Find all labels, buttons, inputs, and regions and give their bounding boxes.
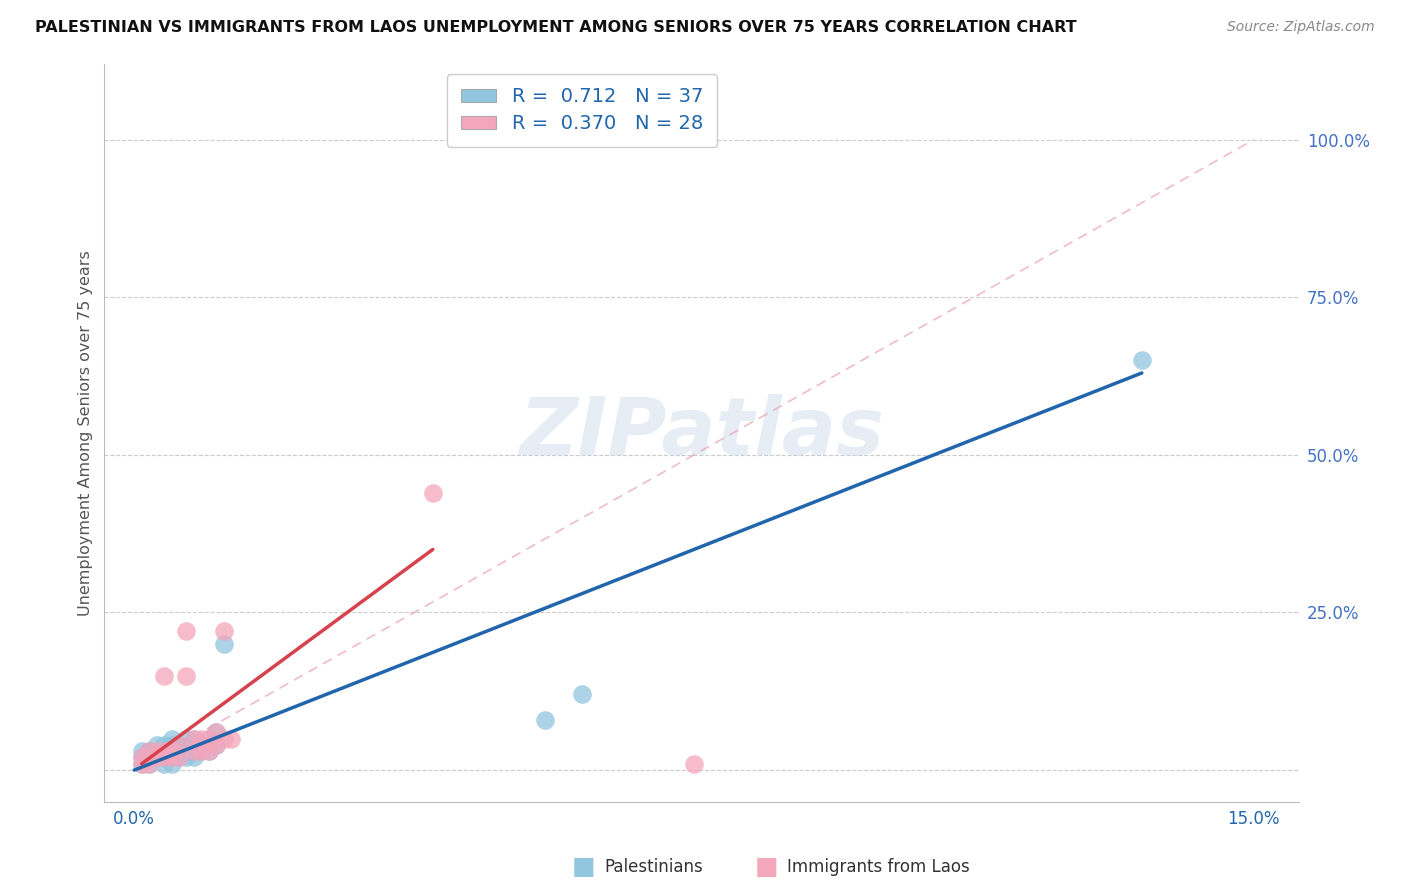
Text: Source: ZipAtlas.com: Source: ZipAtlas.com	[1227, 20, 1375, 34]
Point	[212, 624, 235, 639]
Point	[183, 744, 205, 758]
Text: Immigrants from Laos: Immigrants from Laos	[787, 858, 970, 876]
Point	[1130, 353, 1153, 368]
Point	[160, 750, 183, 764]
Point	[190, 738, 212, 752]
Point	[138, 756, 160, 771]
Point	[160, 738, 183, 752]
Point	[131, 750, 153, 764]
Point	[176, 668, 198, 682]
Point	[183, 731, 205, 746]
Point	[167, 738, 190, 752]
Point	[683, 756, 706, 771]
Point	[160, 731, 183, 746]
Point	[145, 750, 167, 764]
Point	[153, 750, 176, 764]
Point	[153, 744, 176, 758]
Point	[176, 744, 198, 758]
Point	[205, 725, 228, 739]
Point	[167, 738, 190, 752]
Point	[138, 744, 160, 758]
Point	[138, 744, 160, 758]
Point	[153, 756, 176, 771]
Text: ■: ■	[572, 855, 595, 879]
Point	[198, 731, 221, 746]
Point	[422, 485, 444, 500]
Point	[190, 744, 212, 758]
Point	[183, 750, 205, 764]
Point	[167, 750, 190, 764]
Text: ■: ■	[755, 855, 778, 879]
Point	[205, 738, 228, 752]
Point	[153, 750, 176, 764]
Point	[138, 756, 160, 771]
Point	[160, 750, 183, 764]
Point	[198, 744, 221, 758]
Point	[212, 637, 235, 651]
Point	[131, 756, 153, 771]
Point	[198, 744, 221, 758]
Point	[176, 750, 198, 764]
Point	[212, 731, 235, 746]
Point	[176, 731, 198, 746]
Point	[183, 744, 205, 758]
Point	[153, 668, 176, 682]
Point	[219, 731, 242, 746]
Text: ZIPatlas: ZIPatlas	[519, 394, 884, 472]
Point	[533, 713, 555, 727]
Point	[205, 738, 228, 752]
Legend: R =  0.712   N = 37, R =  0.370   N = 28: R = 0.712 N = 37, R = 0.370 N = 28	[447, 74, 717, 147]
Point	[160, 744, 183, 758]
Point	[167, 744, 190, 758]
Point	[138, 750, 160, 764]
Point	[176, 624, 198, 639]
Point	[571, 688, 593, 702]
Point	[160, 744, 183, 758]
Point	[145, 750, 167, 764]
Point	[190, 744, 212, 758]
Point	[131, 744, 153, 758]
Point	[153, 744, 176, 758]
Point	[131, 750, 153, 764]
Point	[145, 744, 167, 758]
Point	[205, 725, 228, 739]
Point	[160, 756, 183, 771]
Text: Palestinians: Palestinians	[605, 858, 703, 876]
Text: PALESTINIAN VS IMMIGRANTS FROM LAOS UNEMPLOYMENT AMONG SENIORS OVER 75 YEARS COR: PALESTINIAN VS IMMIGRANTS FROM LAOS UNEM…	[35, 20, 1077, 35]
Point	[145, 744, 167, 758]
Point	[131, 756, 153, 771]
Point	[145, 738, 167, 752]
Point	[153, 738, 176, 752]
Point	[198, 731, 221, 746]
Y-axis label: Unemployment Among Seniors over 75 years: Unemployment Among Seniors over 75 years	[79, 250, 93, 615]
Point	[190, 731, 212, 746]
Point	[167, 750, 190, 764]
Point	[183, 731, 205, 746]
